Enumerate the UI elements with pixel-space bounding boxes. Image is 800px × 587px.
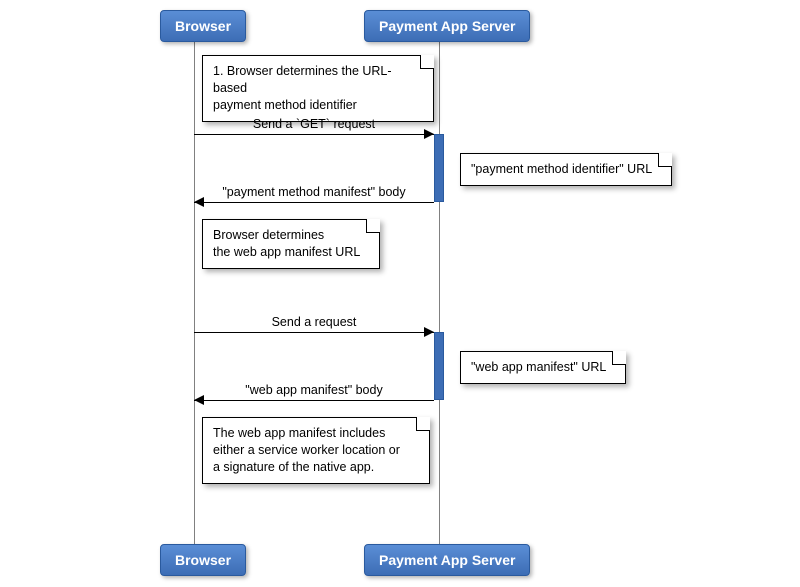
note-line: either a service worker location or: [213, 443, 400, 457]
message-line: [194, 332, 434, 333]
participant-label: Payment App Server: [379, 18, 515, 34]
participant-browser-bottom: Browser: [160, 544, 246, 576]
arrowhead-right-icon: [424, 327, 434, 337]
note-wam-url: "web app manifest" URL: [460, 351, 626, 384]
note-determine-url-based-pmi: 1. Browser determines the URL-based paym…: [202, 55, 434, 122]
sequence-diagram: Browser Payment App Server 1. Browser de…: [0, 0, 800, 587]
note-line: 1. Browser determines the URL-based: [213, 64, 392, 95]
participant-browser-top: Browser: [160, 10, 246, 42]
message-label-send-request: Send a request: [194, 315, 434, 329]
arrowhead-left-icon: [194, 197, 204, 207]
note-pmi-url: "payment method identifier" URL: [460, 153, 672, 186]
note-line: "payment method identifier" URL: [471, 162, 652, 176]
participant-label: Browser: [175, 18, 231, 34]
participant-label: Payment App Server: [379, 552, 515, 568]
message-line: [194, 134, 434, 135]
note-line: The web app manifest includes: [213, 426, 385, 440]
note-fold-icon: [366, 219, 380, 233]
arrowhead-left-icon: [194, 395, 204, 405]
lifeline-browser: [194, 40, 195, 544]
note-fold-icon: [420, 55, 434, 69]
note-line: the web app manifest URL: [213, 245, 360, 259]
message-line: [194, 400, 434, 401]
lifeline-server: [439, 40, 440, 544]
note-line: a signature of the native app.: [213, 460, 374, 474]
arrowhead-right-icon: [424, 129, 434, 139]
note-line: payment method identifier: [213, 98, 357, 112]
activation-server-1: [434, 134, 444, 202]
note-determine-manifest-url: Browser determines the web app manifest …: [202, 219, 380, 269]
participant-server-bottom: Payment App Server: [364, 544, 530, 576]
message-label-get-request: Send a `GET` request: [194, 117, 434, 131]
note-line: "web app manifest" URL: [471, 360, 606, 374]
activation-server-2: [434, 332, 444, 400]
participant-label: Browser: [175, 552, 231, 568]
note-fold-icon: [612, 351, 626, 365]
message-line: [194, 202, 434, 203]
participant-server-top: Payment App Server: [364, 10, 530, 42]
message-label-wam-body: "web app manifest" body: [194, 383, 434, 397]
message-label-pmm-body: "payment method manifest" body: [194, 185, 434, 199]
note-wam-includes: The web app manifest includes either a s…: [202, 417, 430, 484]
note-fold-icon: [416, 417, 430, 431]
note-line: Browser determines: [213, 228, 324, 242]
note-fold-icon: [658, 153, 672, 167]
